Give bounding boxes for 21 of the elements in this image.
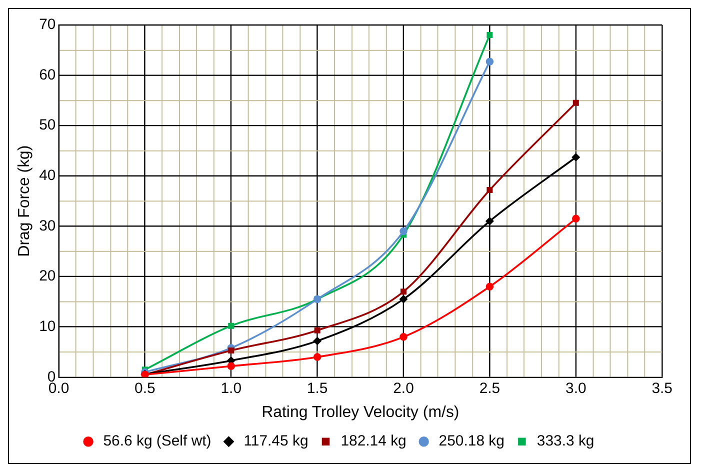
legend-label: 333.3 kg xyxy=(536,432,594,450)
x-tick-label: 1.0 xyxy=(220,380,242,398)
x-tick-label: 3.5 xyxy=(652,380,672,398)
y-tick-label: 40 xyxy=(39,167,56,184)
x-tick-label: 1.5 xyxy=(306,380,328,398)
y-tick-label: 30 xyxy=(39,217,56,234)
legend-label: 117.45 kg xyxy=(244,432,308,450)
x-axis-title: Rating Trolley Velocity (m/s) xyxy=(262,404,460,422)
y-tick-label: 20 xyxy=(39,268,56,285)
y-tick-label: 60 xyxy=(39,66,56,84)
x-tick-label: 0.5 xyxy=(134,380,156,398)
y-tick-label: 50 xyxy=(39,116,56,134)
legend-label: 182.14 kg xyxy=(340,432,406,450)
legend-label: 56.6 kg (Self wt) xyxy=(103,432,212,450)
x-tick-label: 3.0 xyxy=(566,380,586,398)
y-tick-label: 70 xyxy=(39,16,56,34)
legend-label: 250.18 kg xyxy=(438,432,504,450)
y-tick-label: 10 xyxy=(39,318,56,335)
y-axis-title: Drag Force (kg) xyxy=(16,145,33,257)
x-tick-label: 2.0 xyxy=(393,380,414,398)
x-tick-label: 2.5 xyxy=(479,380,500,398)
